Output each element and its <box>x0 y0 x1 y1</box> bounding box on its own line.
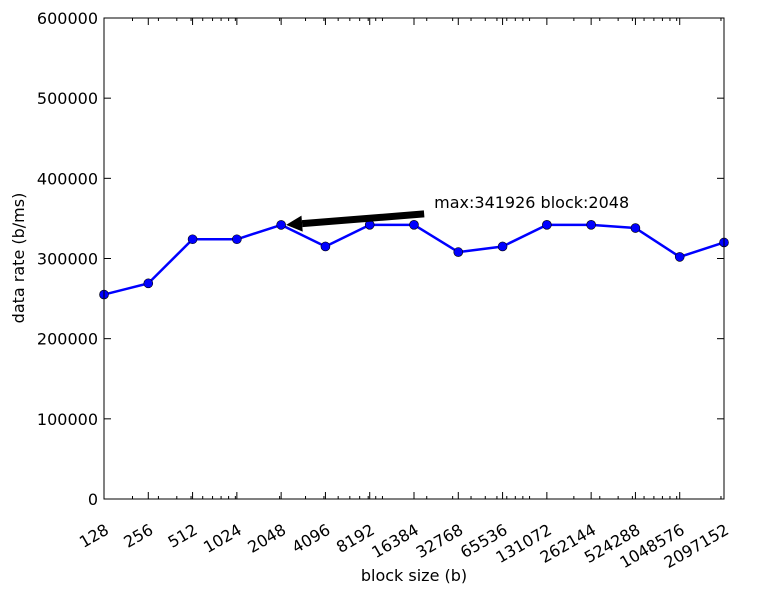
y-tick-label: 400000 <box>37 169 98 188</box>
data-point <box>586 220 596 230</box>
data-point <box>187 234 198 245</box>
data-point <box>630 223 641 233</box>
x-tick-label: 4096 <box>289 520 334 557</box>
data-point <box>232 234 242 245</box>
data-point <box>674 252 685 262</box>
x-tick-label: 512 <box>165 520 201 552</box>
y-axis: 0 100000 200000 300000 400000 500000 600000 <box>37 9 724 509</box>
data-point <box>143 278 154 289</box>
data-point <box>453 247 464 257</box>
annotation-text: max:341926 block:2048 <box>434 193 629 212</box>
y-tick-label: 200000 <box>37 330 98 349</box>
data-point <box>409 220 419 230</box>
data-point <box>276 220 286 230</box>
data-point <box>320 241 331 252</box>
x-tick-label: 1024 <box>200 520 245 557</box>
annotation-arrowhead <box>286 215 303 232</box>
x-axis-label: block size (b) <box>361 566 467 585</box>
x-tick-label: 32768 <box>413 520 467 562</box>
annotation-arrow <box>301 210 425 228</box>
y-tick-label: 100000 <box>37 410 98 429</box>
y-axis-label: data rate (b/ms) <box>9 193 28 324</box>
data-point <box>542 220 552 230</box>
y-tick-label: 600000 <box>37 9 98 28</box>
plot-area <box>104 18 724 499</box>
y-tick-label: 0 <box>88 490 98 509</box>
y-tick-label: 300000 <box>37 250 98 269</box>
x-tick-label: 16384 <box>368 520 422 562</box>
annotation: max:341926 block:2048 <box>286 193 629 232</box>
x-tick-label: 2048 <box>244 520 289 557</box>
x-tick-label: 128 <box>76 520 112 552</box>
data-point <box>497 241 508 252</box>
plot-frame <box>103 17 725 500</box>
series-layer <box>99 220 729 300</box>
x-tick-label: 256 <box>120 520 156 552</box>
y-tick-label: 500000 <box>37 89 98 108</box>
